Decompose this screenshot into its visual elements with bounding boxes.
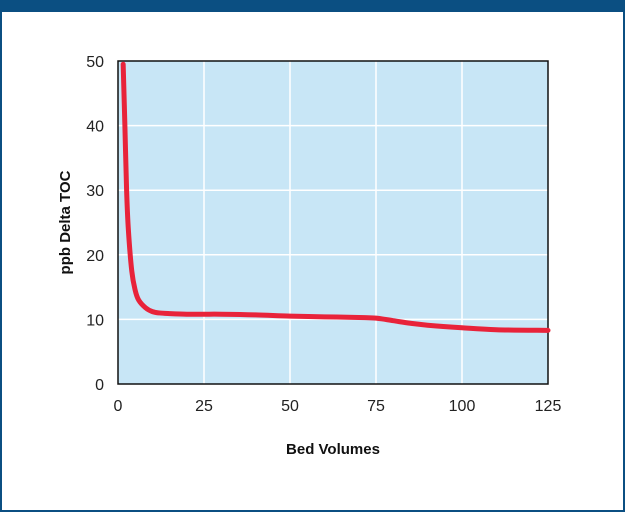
y-tick-label: 10 bbox=[86, 312, 104, 329]
y-tick-label: 0 bbox=[95, 377, 104, 394]
y-tick-label: 40 bbox=[86, 119, 104, 136]
x-tick-label: 50 bbox=[281, 398, 299, 415]
y-axis-ticks: 0 10 20 30 40 50 bbox=[86, 54, 104, 394]
top-bar bbox=[0, 0, 625, 12]
plot-area bbox=[118, 61, 548, 384]
y-tick-label: 50 bbox=[86, 54, 104, 71]
x-tick-label: 100 bbox=[449, 398, 476, 415]
x-tick-label: 0 bbox=[114, 398, 123, 415]
series-line bbox=[120, 61, 551, 333]
x-tick-label: 125 bbox=[535, 398, 562, 415]
series-group bbox=[120, 61, 551, 333]
y-tick-label: 30 bbox=[86, 183, 104, 200]
x-axis-title: Bed Volumes bbox=[286, 441, 380, 458]
y-tick-label: 20 bbox=[86, 248, 104, 265]
x-axis-ticks: 0 25 50 75 100 125 bbox=[114, 398, 562, 415]
x-tick-label: 75 bbox=[367, 398, 385, 415]
y-axis-title: ppb Delta TOC bbox=[57, 170, 74, 274]
plot-border bbox=[117, 60, 549, 385]
x-tick-label: 25 bbox=[195, 398, 213, 415]
